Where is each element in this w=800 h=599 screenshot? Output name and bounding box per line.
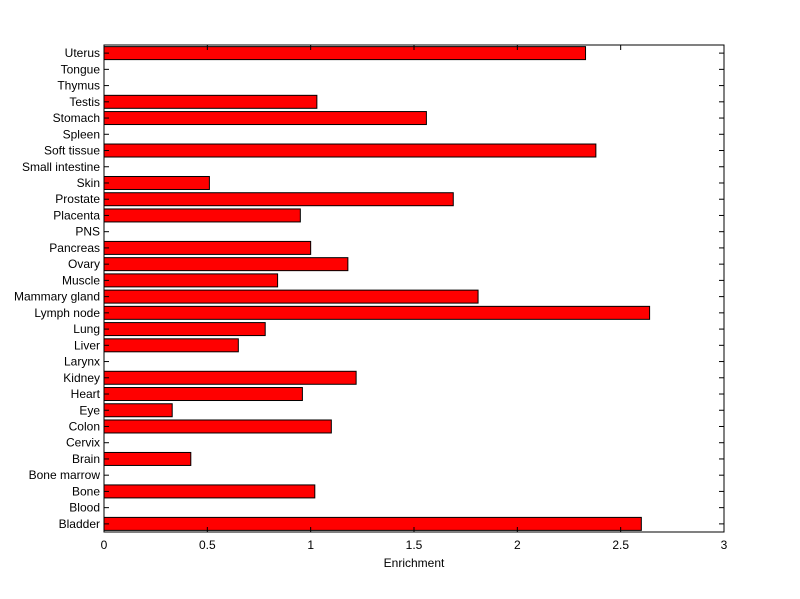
y-tick-label: Kidney xyxy=(63,371,100,385)
y-tick-label: Liver xyxy=(74,338,100,352)
bar-prostate xyxy=(103,192,454,207)
bar-liver xyxy=(103,338,239,353)
y-tick-label: Eye xyxy=(79,403,100,417)
bar-colon xyxy=(103,419,332,434)
x-tick-label: 0.5 xyxy=(199,538,216,552)
bar-lymph-node xyxy=(103,305,651,320)
bar-uterus xyxy=(103,46,587,61)
bar-mammary-gland xyxy=(103,289,479,304)
y-tick-label: Lymph node xyxy=(34,306,100,320)
bar-eye xyxy=(103,403,173,418)
y-tick-label: Skin xyxy=(77,176,100,190)
y-tick-label: Small intestine xyxy=(22,160,100,174)
y-tick-label: Pancreas xyxy=(49,241,100,255)
x-tick-label: 1 xyxy=(307,538,314,552)
y-tick-label: Soft tissue xyxy=(44,144,100,158)
bar-bone xyxy=(103,484,316,499)
y-tick-label: Bone xyxy=(72,484,100,498)
bar-pancreas xyxy=(103,240,312,255)
y-tick-label: Brain xyxy=(72,452,100,466)
x-tick-label: 3 xyxy=(721,538,728,552)
y-tick-label: Testis xyxy=(69,95,100,109)
bar-stomach xyxy=(103,111,427,126)
y-tick-label: Thymus xyxy=(57,79,100,93)
x-axis-label: Enrichment xyxy=(384,556,445,570)
bar-skin xyxy=(103,175,210,190)
plot-area xyxy=(103,44,725,533)
y-tick-label: Mammary gland xyxy=(14,290,100,304)
bar-ovary xyxy=(103,257,349,272)
y-tick-label: Placenta xyxy=(53,208,100,222)
y-tick-label: Blood xyxy=(69,501,100,515)
y-tick-label: Tongue xyxy=(61,62,101,76)
bar-placenta xyxy=(103,208,301,223)
y-tick-label: Spleen xyxy=(63,127,100,141)
y-tick-label: Bladder xyxy=(59,517,100,531)
y-tick-label: Lung xyxy=(73,322,100,336)
bar-bladder xyxy=(103,516,642,531)
bar-lung xyxy=(103,322,266,337)
y-ticks-group: Bladder Blood Bone Bone marrow Brain Cervix Co… xyxy=(14,46,724,531)
y-tick-label: Heart xyxy=(71,387,101,401)
y-tick-label: Uterus xyxy=(65,46,100,60)
x-ticks-group: 0 0.5 1 1.5 2 2.5 3 xyxy=(101,45,728,552)
bar-brain xyxy=(103,451,192,466)
y-tick-label: PNS xyxy=(75,225,100,239)
bar-kidney xyxy=(103,370,357,385)
y-tick-label: Prostate xyxy=(55,192,100,206)
bars-group xyxy=(103,46,651,531)
bar-muscle xyxy=(103,273,279,288)
y-tick-label: Bone marrow xyxy=(29,468,101,482)
x-tick-label: 2 xyxy=(514,538,521,552)
y-tick-label: Muscle xyxy=(62,273,100,287)
bar-soft-tissue xyxy=(103,143,597,158)
y-tick-label: Larynx xyxy=(64,355,100,369)
y-tick-label: Stomach xyxy=(53,111,100,125)
bar-heart xyxy=(103,387,303,402)
y-tick-label: Cervix xyxy=(66,436,100,450)
bar-testis xyxy=(103,94,318,109)
x-tick-label: 2.5 xyxy=(612,538,629,552)
y-tick-label: Ovary xyxy=(68,257,100,271)
x-tick-label: 1.5 xyxy=(406,538,423,552)
y-tick-label: Colon xyxy=(69,419,100,433)
x-tick-label: 0 xyxy=(101,538,108,552)
